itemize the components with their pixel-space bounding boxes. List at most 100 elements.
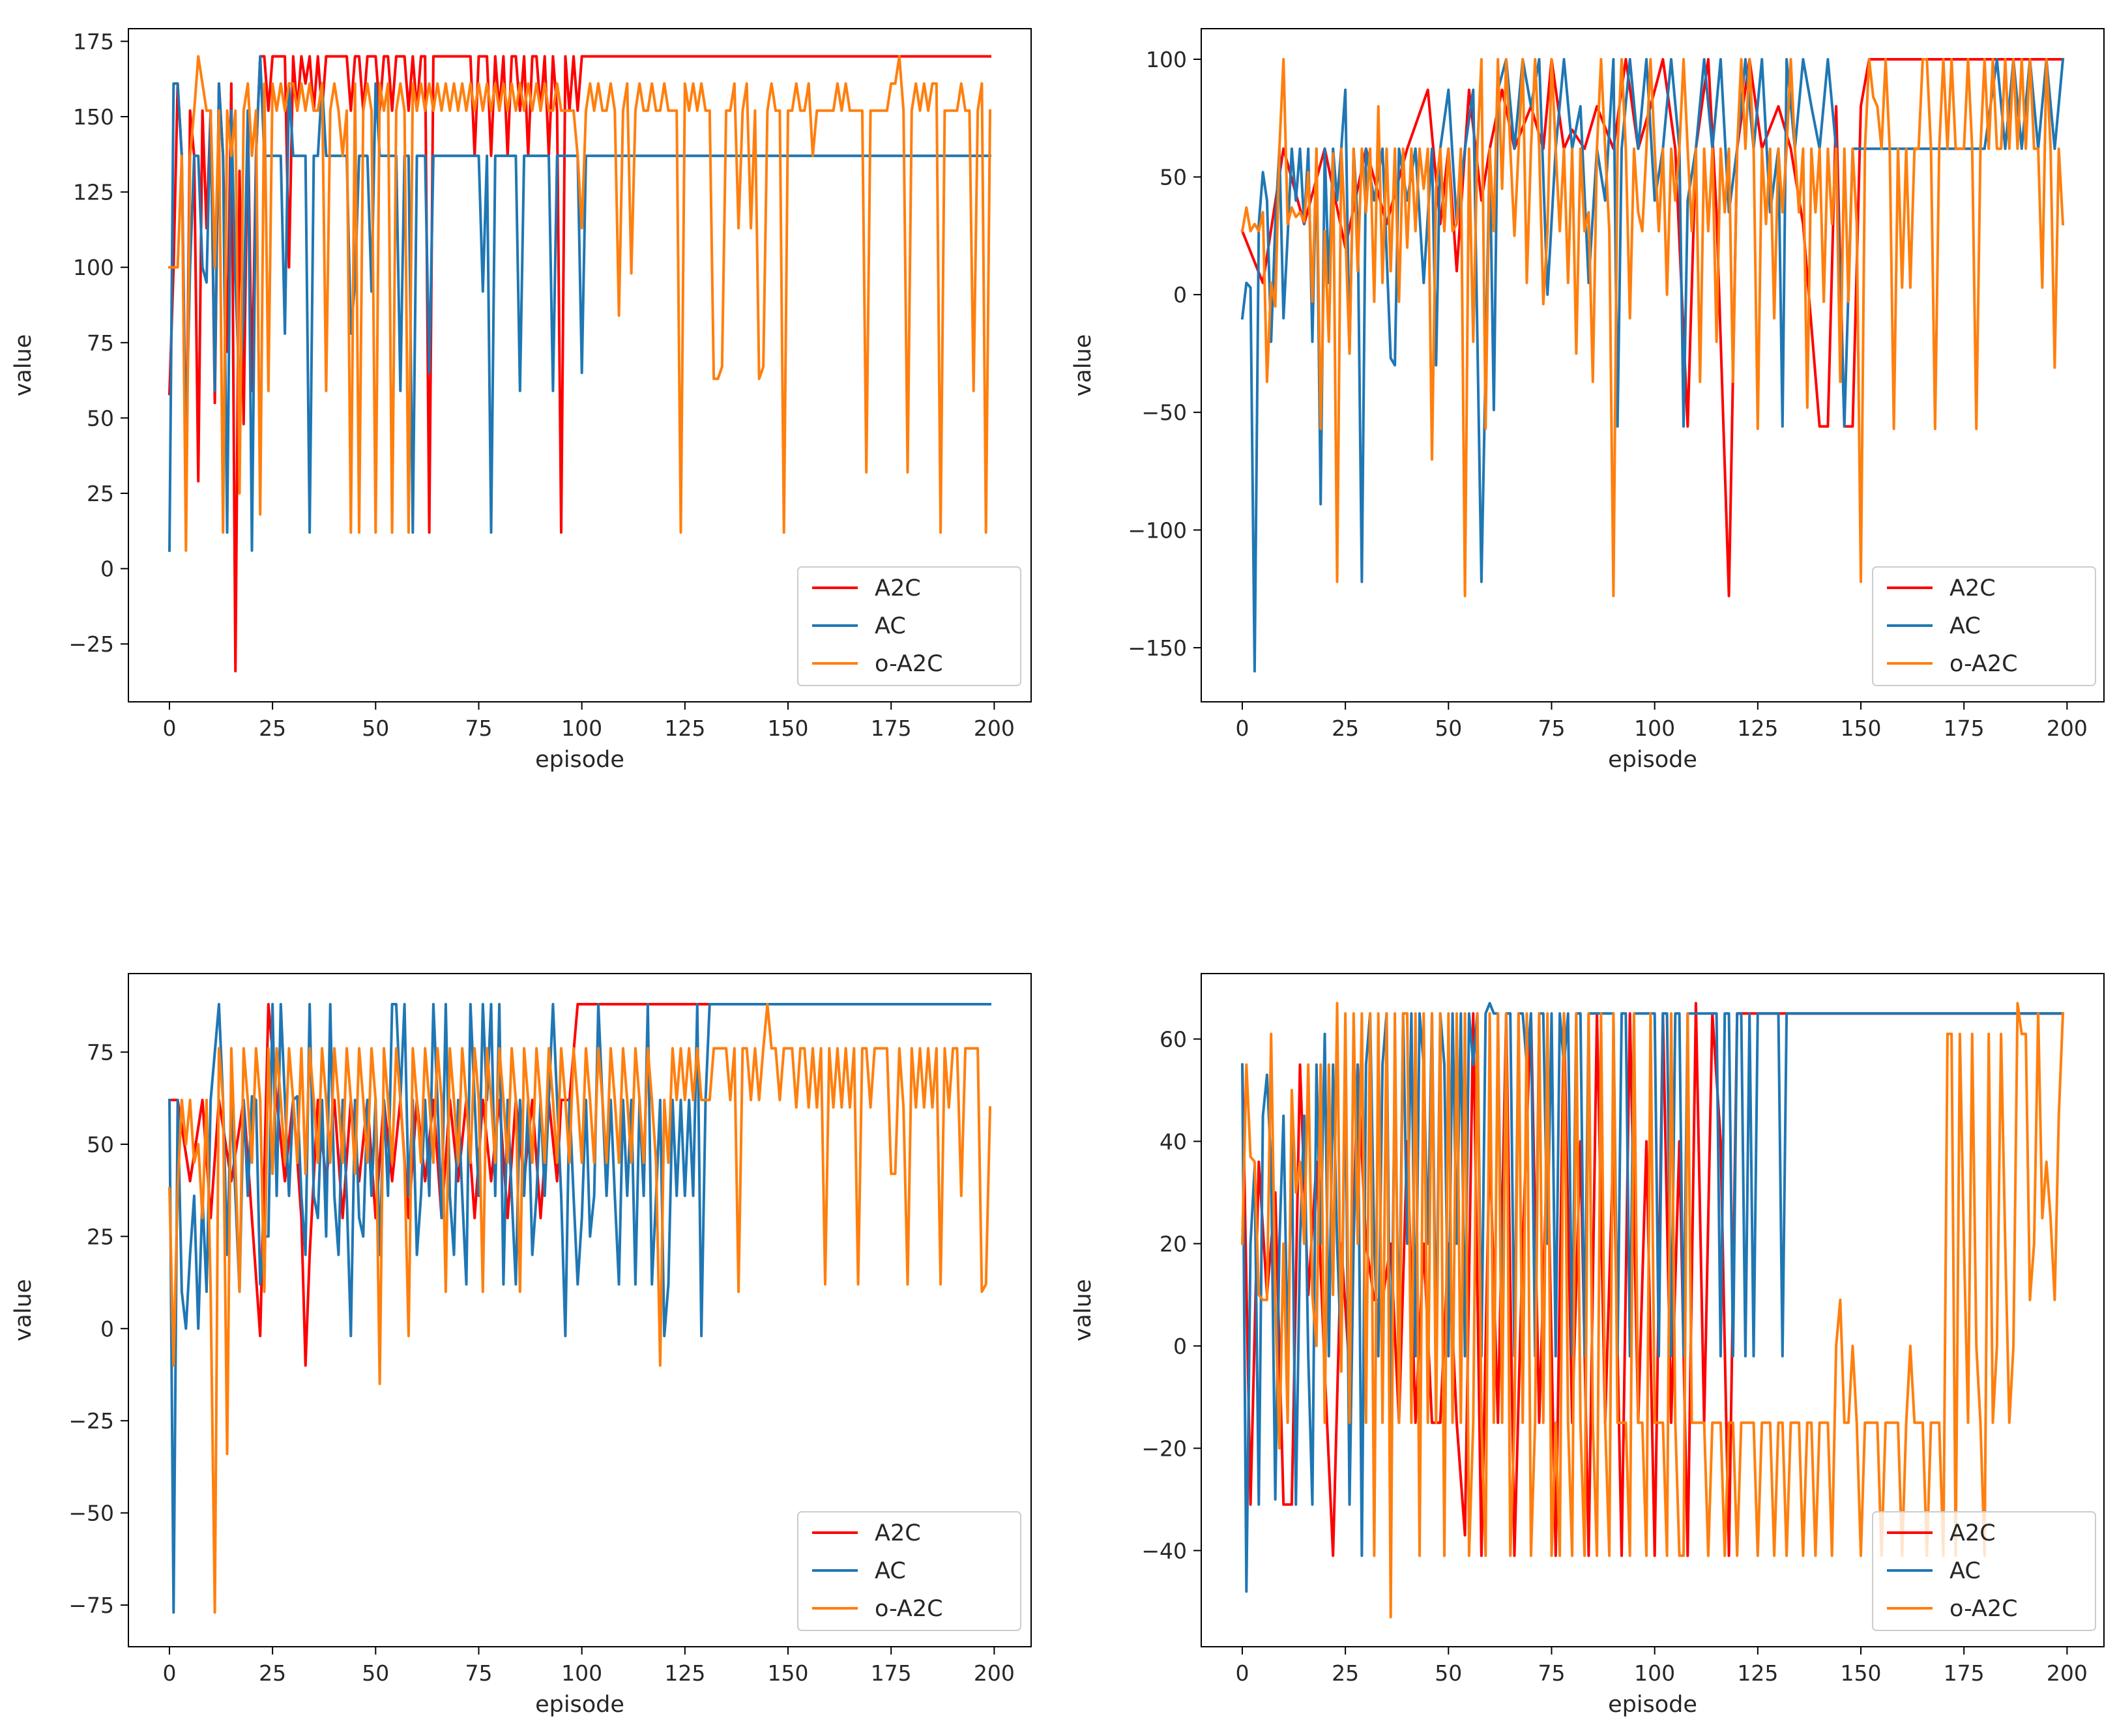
x-tick-label: 150 bbox=[1841, 716, 1882, 741]
series-line-AC bbox=[168, 55, 991, 552]
x-tick-label: 175 bbox=[871, 716, 912, 741]
plot-frame bbox=[1201, 973, 2105, 1647]
x-tick-label: 100 bbox=[561, 1660, 602, 1686]
legend-box bbox=[797, 1511, 1021, 1631]
chart-panel-1: 0 25 50 75 100 125 150 175 200 −25 0 25 50 75 100 125 15… bbox=[10, 28, 1032, 773]
y-tick-label: −50 bbox=[1141, 400, 1187, 426]
y-tick-label: 75 bbox=[87, 1039, 114, 1065]
y-tick-label: 0 bbox=[1173, 282, 1187, 308]
x-tick-label: 75 bbox=[1538, 716, 1565, 741]
legend-box bbox=[1872, 566, 2096, 686]
series-group bbox=[1240, 57, 2065, 673]
x-tick-label: 175 bbox=[1944, 716, 1985, 741]
x-tick-label: 0 bbox=[162, 1660, 176, 1686]
x-tick-label: 50 bbox=[1435, 716, 1462, 741]
x-tick-label: 125 bbox=[1737, 1660, 1778, 1686]
y-tick-label: 150 bbox=[73, 104, 114, 130]
x-tick-label: 125 bbox=[664, 1660, 705, 1686]
legend-label-AC: AC bbox=[875, 1558, 906, 1584]
x-tick-label: 175 bbox=[871, 1660, 912, 1686]
legend-label-AC: AC bbox=[1949, 613, 1981, 639]
x-tick-label: 125 bbox=[1737, 716, 1778, 741]
chart-panel-2: 0 25 50 75 100 125 150 175 200 −150 −100 −50 0 50 100 e… bbox=[1070, 28, 2105, 773]
x-tick-label: 0 bbox=[1235, 716, 1249, 741]
y-tick-label: −75 bbox=[68, 1593, 114, 1618]
y-axis-label: value bbox=[10, 334, 36, 397]
y-axis-label: value bbox=[1070, 334, 1096, 397]
y-tick-label: 50 bbox=[87, 405, 114, 431]
y-tick-label: 20 bbox=[1160, 1231, 1187, 1256]
legend-label-AC: AC bbox=[875, 613, 906, 639]
x-tick-label: 50 bbox=[362, 1660, 389, 1686]
x-tick-label: 25 bbox=[259, 716, 286, 741]
y-tick-label: −25 bbox=[68, 1408, 114, 1434]
series-group bbox=[168, 55, 992, 673]
y-tick-label: 50 bbox=[87, 1132, 114, 1157]
legend: A2C AC o-A2C bbox=[1872, 566, 2096, 686]
x-tick-label: 25 bbox=[1332, 716, 1359, 741]
legend-label-A2C: A2C bbox=[875, 1520, 921, 1546]
series-line-o-A2C bbox=[1240, 58, 2065, 598]
x-tick-label: 100 bbox=[1634, 716, 1675, 741]
legend-label-A2C: A2C bbox=[875, 575, 921, 601]
x-axis-label: episode bbox=[535, 747, 624, 773]
legend-label-o-A2C: o-A2C bbox=[1949, 651, 2018, 677]
legend-box bbox=[1872, 1511, 2096, 1631]
x-tick-label: 150 bbox=[768, 1660, 809, 1686]
series-group bbox=[168, 1003, 992, 1614]
x-tick-label: 150 bbox=[768, 716, 809, 741]
x-tick-label: 150 bbox=[1841, 1660, 1882, 1686]
y-axis-label: value bbox=[10, 1279, 36, 1342]
x-tick-label: 50 bbox=[1435, 1660, 1462, 1686]
plot-frame bbox=[1201, 28, 2105, 702]
x-tick-label: 200 bbox=[2047, 1660, 2088, 1686]
legend-label-o-A2C: o-A2C bbox=[875, 651, 943, 677]
legend-label-o-A2C: o-A2C bbox=[875, 1596, 943, 1622]
x-axis-label: episode bbox=[1608, 1692, 1697, 1718]
x-tick-label: 175 bbox=[1944, 1660, 1985, 1686]
y-tick-label: 60 bbox=[1160, 1026, 1187, 1052]
x-tick-label: 75 bbox=[465, 716, 492, 741]
series-line-o-A2C bbox=[168, 55, 992, 552]
series-line-o-A2C bbox=[168, 1003, 992, 1614]
y-tick-label: 75 bbox=[87, 330, 114, 356]
x-tick-label: 25 bbox=[1332, 1660, 1359, 1686]
y-tick-label: −25 bbox=[68, 631, 114, 657]
x-tick-label: 25 bbox=[259, 1660, 286, 1686]
plot-frame bbox=[128, 28, 1032, 702]
x-tick-label: 0 bbox=[1235, 1660, 1249, 1686]
x-axis-label: episode bbox=[1608, 747, 1697, 773]
x-tick-label: 100 bbox=[1634, 1660, 1675, 1686]
x-axis-label: episode bbox=[535, 1692, 624, 1718]
legend-label-A2C: A2C bbox=[1949, 575, 1996, 601]
y-tick-label: 100 bbox=[73, 255, 114, 280]
chart-panel-3: 0 25 50 75 100 125 150 175 200 −75 −50 −25 0 25 50 75 ep… bbox=[10, 973, 1032, 1718]
legend-label-AC: AC bbox=[1949, 1558, 1981, 1584]
legend: A2C AC o-A2C bbox=[1872, 1511, 2096, 1631]
x-tick-label: 75 bbox=[465, 1660, 492, 1686]
y-tick-label: −40 bbox=[1141, 1538, 1187, 1563]
x-tick-label: 50 bbox=[362, 716, 389, 741]
y-tick-label: −100 bbox=[1128, 517, 1187, 543]
y-tick-label: −20 bbox=[1141, 1436, 1187, 1461]
y-tick-label: −150 bbox=[1128, 635, 1187, 661]
y-tick-label: 0 bbox=[100, 557, 114, 582]
y-tick-label: 25 bbox=[87, 481, 114, 506]
plot-frame bbox=[128, 973, 1032, 1647]
legend-box bbox=[797, 566, 1021, 686]
y-tick-label: 100 bbox=[1146, 47, 1187, 72]
y-tick-label: 0 bbox=[1173, 1333, 1187, 1359]
legend: A2C AC o-A2C bbox=[797, 566, 1021, 686]
x-tick-label: 0 bbox=[162, 716, 176, 741]
y-axis-label: value bbox=[1070, 1279, 1096, 1342]
legend-label-A2C: A2C bbox=[1949, 1520, 1996, 1546]
x-tick-label: 200 bbox=[2047, 716, 2088, 741]
y-tick-label: 175 bbox=[73, 29, 114, 54]
legend-label-o-A2C: o-A2C bbox=[1949, 1596, 2018, 1622]
x-tick-label: 200 bbox=[974, 716, 1015, 741]
x-tick-label: 75 bbox=[1538, 1660, 1565, 1686]
y-tick-label: 0 bbox=[100, 1316, 114, 1342]
y-tick-label: 25 bbox=[87, 1224, 114, 1249]
x-tick-label: 100 bbox=[561, 716, 602, 741]
y-tick-label: 40 bbox=[1160, 1129, 1187, 1154]
